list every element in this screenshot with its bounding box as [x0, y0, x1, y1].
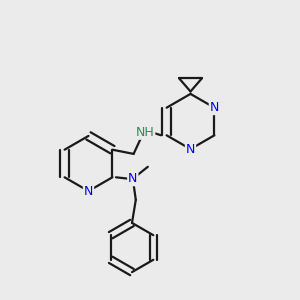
Text: N: N [186, 142, 195, 156]
Text: N: N [210, 101, 219, 114]
Text: NH: NH [136, 126, 154, 139]
Text: N: N [128, 172, 137, 185]
Text: N: N [84, 184, 93, 198]
